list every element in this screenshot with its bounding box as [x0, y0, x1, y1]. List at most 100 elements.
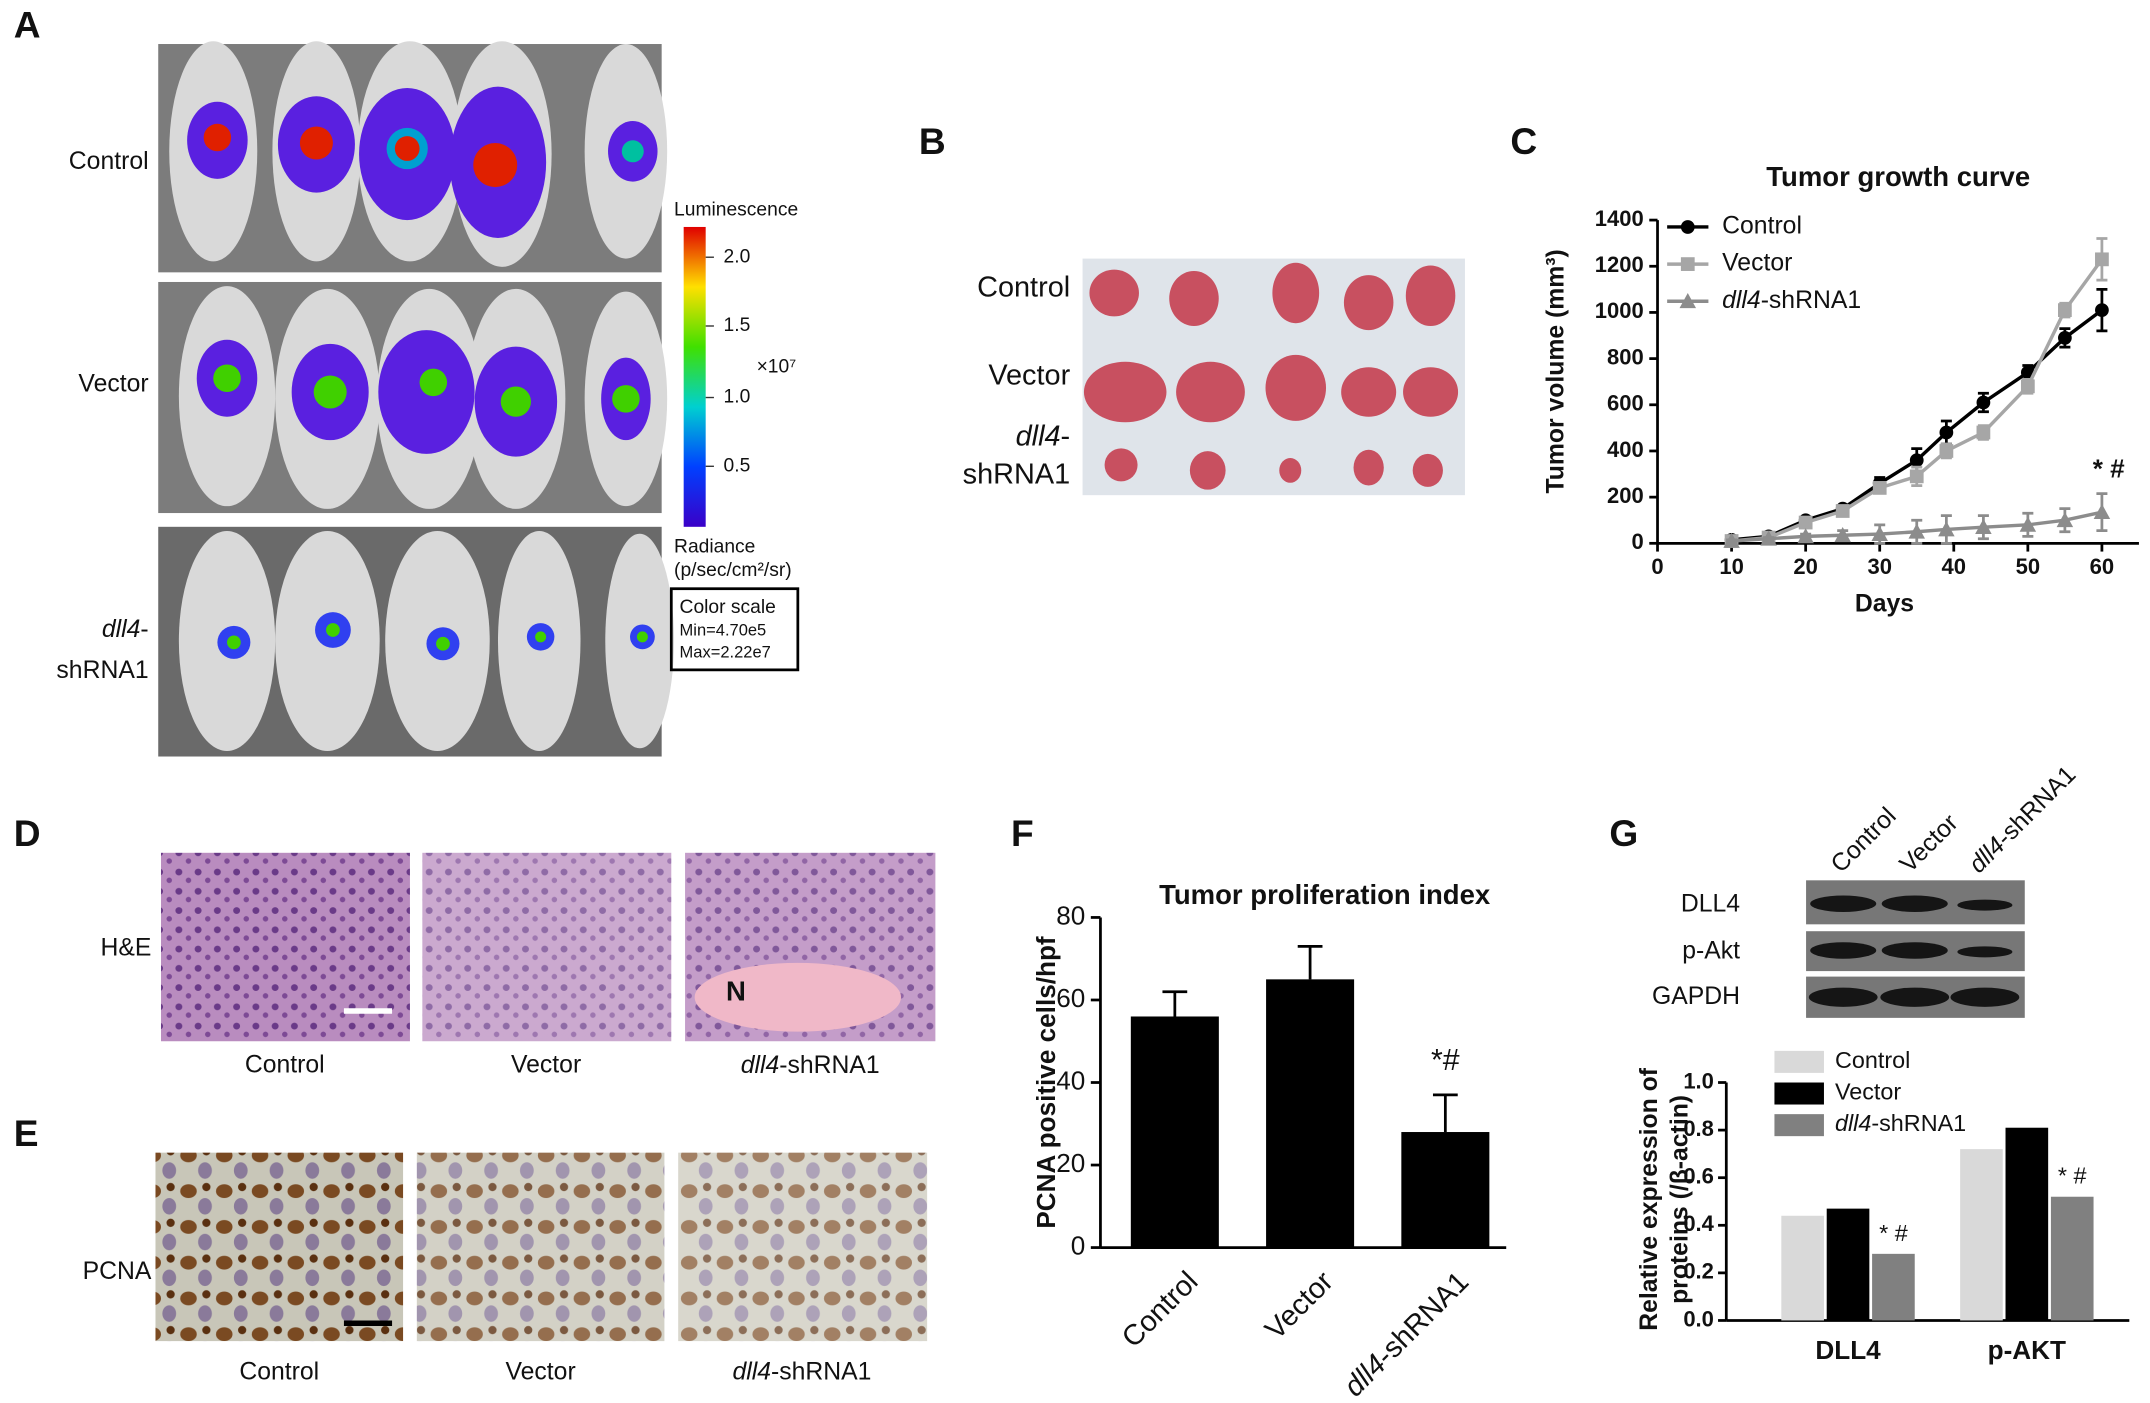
- y-tick-label: 1.0: [1683, 1068, 1714, 1093]
- y-tick-label: 0: [1632, 529, 1644, 554]
- column-label: dll4-shRNA1: [741, 1052, 880, 1079]
- marker: [1939, 425, 1954, 440]
- colorbar-tick: 2.0: [724, 246, 751, 267]
- y-tick-label: 1000: [1595, 298, 1644, 323]
- y-tick-label: 800: [1607, 344, 1644, 369]
- colorbar-tick: 0.5: [724, 455, 751, 476]
- annotation: * #: [2058, 1163, 2087, 1189]
- x-tick-label: 50: [2016, 554, 2040, 579]
- row-label: dll4-: [1016, 420, 1071, 452]
- blot-column-label: Control: [1826, 803, 1902, 879]
- annotation: * #: [1879, 1220, 1908, 1246]
- colorbar-tick: 1.5: [724, 315, 751, 336]
- panel-label: A: [14, 3, 41, 45]
- x-tick-label: DLL4: [1815, 1335, 1881, 1365]
- chart-title: Tumor proliferation index: [1159, 879, 1491, 910]
- colorbar-unit: Radiance: [674, 537, 755, 558]
- annotation: * #: [2093, 453, 2125, 483]
- colorbar-tick: 1.0: [724, 387, 751, 408]
- y-tick-label: 80: [1056, 900, 1085, 930]
- row-label: shRNA1: [963, 459, 1071, 491]
- bar: [1781, 1215, 1824, 1321]
- panel-label: E: [14, 1112, 39, 1154]
- marker: [1872, 481, 1887, 495]
- panel-label: D: [14, 812, 41, 854]
- row-label: PCNA: [83, 1258, 152, 1285]
- y-tick-label: 60: [1056, 983, 1085, 1013]
- marker: [1939, 444, 1954, 458]
- column-label: Control: [239, 1358, 319, 1385]
- tumors: [1083, 262, 1459, 490]
- bar: [1872, 1253, 1915, 1321]
- column-label: Control: [245, 1052, 325, 1079]
- x-tick-label: p-AKT: [1988, 1335, 2066, 1365]
- marker: [2056, 511, 2074, 528]
- ihc-image: [155, 1152, 404, 1342]
- row-label: Vector: [78, 371, 148, 398]
- colorbar-ticks: [705, 256, 714, 467]
- column-label: dll4-shRNA1: [732, 1358, 871, 1385]
- marker: [1797, 528, 1814, 544]
- legend-marker: [1679, 292, 1697, 309]
- bands: [1808, 895, 2020, 1007]
- bar: [2005, 1127, 2049, 1321]
- luminescence-spots: [187, 86, 658, 661]
- marker: [1975, 518, 1992, 535]
- marker: [1938, 521, 1955, 537]
- annotation: *#: [1431, 1044, 1460, 1077]
- marker: [1909, 469, 1924, 484]
- legend-swatch: [1774, 1050, 1824, 1073]
- x-tick-label: 60: [2090, 554, 2114, 579]
- scale-box: [669, 587, 800, 672]
- x-tick-label: Control: [1116, 1266, 1204, 1354]
- blot-row-label: p-Akt: [1682, 937, 1740, 964]
- y-axis-label: Relative expression of: [1636, 1067, 1663, 1330]
- panel-label: C: [1510, 120, 1537, 162]
- panel-label: F: [1011, 812, 1034, 854]
- panel-label: B: [919, 120, 946, 162]
- y-tick-label: 1200: [1595, 252, 1644, 277]
- legend-label: Vector: [1722, 250, 1792, 277]
- y-tick-label: 600: [1607, 391, 1644, 416]
- bar: [1826, 1208, 1870, 1321]
- legend-label: dll4-shRNA1: [1722, 287, 1861, 314]
- western-blot: [1806, 880, 2025, 1018]
- bar: [1401, 1132, 1490, 1248]
- x-tick-label: 20: [1793, 554, 1817, 579]
- marker: [1976, 425, 1991, 440]
- x-tick-label: 0: [1651, 554, 1663, 579]
- panel-label: G: [1609, 812, 1638, 854]
- y-tick-label: 0: [1071, 1230, 1086, 1260]
- x-axis-label: Days: [1855, 591, 1914, 618]
- x-tick-label: Vector: [1259, 1265, 1340, 1346]
- column-label: Vector: [506, 1358, 576, 1385]
- row-label: shRNA1: [56, 657, 148, 684]
- column-label: Vector: [511, 1052, 581, 1079]
- blot-column-label: Vector: [1895, 809, 1964, 878]
- blot-column-label: dll4-shRNA1: [1964, 761, 2081, 878]
- y-tick-label: 200: [1607, 483, 1644, 508]
- marker: [2057, 303, 2072, 318]
- y-tick-label: 0.0: [1683, 1306, 1714, 1331]
- marker: [1834, 526, 1851, 543]
- marker: [1976, 395, 1991, 410]
- marker: [2057, 330, 2072, 345]
- blot-row-label: DLL4: [1681, 891, 1740, 918]
- legend-marker: [1680, 257, 1695, 271]
- marker: [1798, 515, 1813, 530]
- x-tick-label: 10: [1719, 554, 1743, 579]
- marker: [2095, 303, 2109, 318]
- error-bar: [1162, 990, 1188, 1017]
- y-tick-label: 40: [1056, 1065, 1085, 1095]
- y-tick-label: 0.2: [1683, 1259, 1714, 1284]
- y-tick-label: 0.6: [1683, 1164, 1714, 1189]
- row-label: Control: [69, 148, 149, 175]
- x-tick-label: 40: [1942, 554, 1966, 579]
- y-tick-label: 1400: [1595, 206, 1644, 231]
- legend-label: Control: [1722, 212, 1802, 239]
- marker: [2019, 516, 2037, 532]
- marker: [1909, 453, 1924, 468]
- row-label: Control: [977, 271, 1070, 303]
- y-tick-label: 20: [1056, 1148, 1085, 1178]
